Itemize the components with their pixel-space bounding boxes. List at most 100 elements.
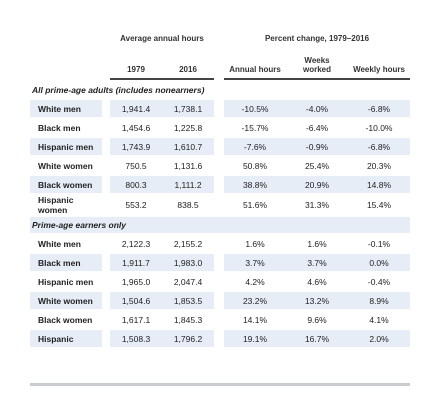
row-label: Black men bbox=[30, 254, 102, 271]
data-row: White men 1,941.4 1,738.1 -10.5% -4.0% -6.8% bbox=[30, 100, 411, 117]
column-header: Weeks worked bbox=[286, 48, 349, 80]
section-title: All prime-age adults (includes nonearner… bbox=[32, 85, 205, 95]
cell: 38.8% bbox=[224, 176, 287, 193]
cell: 0.0% bbox=[348, 254, 411, 271]
cell: 2,155.2 bbox=[173, 238, 203, 249]
cell: 15.4% bbox=[366, 200, 392, 210]
spacer bbox=[102, 195, 110, 215]
cell: 31.3% bbox=[304, 200, 330, 210]
cell: -0.1% bbox=[367, 238, 391, 249]
column-header: 1979 bbox=[110, 48, 162, 80]
spacer bbox=[102, 138, 110, 155]
data-row: Black women 800.3 1,111.2 38.8% 20.9% 14.8% bbox=[30, 176, 411, 193]
spacer bbox=[214, 100, 224, 117]
cell: -15.7% bbox=[241, 122, 269, 133]
spacer bbox=[214, 119, 224, 136]
spacer bbox=[214, 254, 224, 271]
row-label: Black men bbox=[38, 122, 81, 133]
row-label: White women bbox=[30, 292, 102, 309]
data-row: Hispanic women 553.2 838.5 51.6% 31.3% 15.4% bbox=[30, 195, 410, 215]
spacer bbox=[102, 100, 110, 117]
cell: 750.5 bbox=[125, 160, 147, 171]
data-row: Black men 1,454.6 1,225.8 -15.7% -6.4% -10.0% bbox=[30, 119, 410, 136]
cell: 2,122.3 bbox=[121, 238, 151, 249]
row-label: White men bbox=[38, 238, 81, 249]
cell: 1,131.6 bbox=[173, 160, 203, 171]
row-label: Hispanic bbox=[30, 330, 102, 347]
cell: 23.2% bbox=[224, 292, 287, 309]
cell: 51.6% bbox=[242, 200, 268, 210]
cell: -10.0% bbox=[365, 122, 393, 133]
cell: -6.4% bbox=[305, 122, 329, 133]
spacer bbox=[30, 30, 102, 46]
cell: 553.2 bbox=[125, 200, 147, 210]
cell: 8.9% bbox=[348, 292, 411, 309]
cell: 4.6% bbox=[307, 276, 327, 287]
row-label: Black women bbox=[30, 176, 102, 193]
data-row: Hispanic 1,508.3 1,796.2 19.1% 16.7% 2.0% bbox=[30, 330, 411, 347]
data-row: White men 2,122.3 2,155.2 1.6% 1.6% -0.1% bbox=[30, 235, 410, 252]
cell: 838.5 bbox=[177, 200, 199, 210]
cell: 14.8% bbox=[348, 176, 411, 193]
cell: -0.4% bbox=[367, 276, 391, 287]
cell: 1,454.6 bbox=[121, 122, 151, 133]
data-row: Hispanic men 1,743.9 1,610.7 -7.6% -0.9% -6.8… bbox=[30, 138, 411, 155]
cell: 2.0% bbox=[348, 330, 411, 347]
cell: 1,845.3 bbox=[173, 314, 203, 325]
cell: 1,111.2 bbox=[162, 176, 215, 193]
column-header: Annual hours bbox=[224, 48, 287, 80]
cell: -6.8% bbox=[348, 100, 411, 117]
section-title: Prime-age earners only bbox=[30, 217, 411, 233]
spacer bbox=[102, 311, 110, 328]
row-label: Hispanic women bbox=[38, 195, 74, 215]
cell: 25.4% bbox=[304, 160, 330, 171]
spacer bbox=[214, 176, 224, 193]
cell: 2,047.4 bbox=[173, 276, 203, 287]
cell: 13.2% bbox=[286, 292, 349, 309]
cell: 1,796.2 bbox=[162, 330, 215, 347]
cell: -0.9% bbox=[286, 138, 349, 155]
column-header: Weekly hours bbox=[348, 48, 411, 80]
cell: 1,508.3 bbox=[110, 330, 162, 347]
cell: 19.1% bbox=[224, 330, 287, 347]
row-label: White women bbox=[38, 160, 93, 171]
table-body: All prime-age adults (includes nonearner… bbox=[30, 82, 411, 347]
data-row: White women 750.5 1,131.6 50.8% 25.4% 20.3% bbox=[30, 157, 410, 174]
spacer bbox=[214, 195, 224, 215]
spacer bbox=[102, 292, 110, 309]
cell: 1,610.7 bbox=[162, 138, 215, 155]
spacer bbox=[214, 311, 224, 328]
cell: 1.6% bbox=[307, 238, 327, 249]
cell: -10.5% bbox=[224, 100, 287, 117]
column-header: 2016 bbox=[162, 48, 215, 80]
scroll-bar bbox=[30, 383, 410, 386]
spacer bbox=[214, 138, 224, 155]
cell: 9.6% bbox=[307, 314, 327, 325]
cell: 3.7% bbox=[224, 254, 287, 271]
cell: 16.7% bbox=[286, 330, 349, 347]
cell: 1,853.5 bbox=[162, 292, 215, 309]
cell: 4.1% bbox=[369, 314, 389, 325]
data-row: Black women 1,617.1 1,845.3 14.1% 9.6% 4.1% bbox=[30, 311, 410, 328]
section-row: All prime-age adults (includes nonearner… bbox=[30, 82, 410, 98]
data-row: Black men 1,911.7 1,983.0 3.7% 3.7% 0.0% bbox=[30, 254, 411, 271]
row-label: Hispanic men bbox=[30, 138, 102, 155]
cell: 1,911.7 bbox=[110, 254, 162, 271]
group-header: Percent change, 1979–2016 bbox=[264, 33, 370, 43]
spacer bbox=[102, 330, 110, 347]
cell: 4.2% bbox=[245, 276, 265, 287]
spacer bbox=[102, 254, 110, 271]
cell: 1,225.8 bbox=[173, 122, 203, 133]
spacer bbox=[102, 157, 110, 174]
cell: 3.7% bbox=[286, 254, 349, 271]
cell: 14.1% bbox=[242, 314, 268, 325]
cell: 1,743.9 bbox=[110, 138, 162, 155]
cell: 1,965.0 bbox=[121, 276, 151, 287]
cell: -4.0% bbox=[286, 100, 349, 117]
row-label: Black women bbox=[38, 314, 93, 325]
cell: 800.3 bbox=[110, 176, 162, 193]
data-row: White women 1,504.6 1,853.5 23.2% 13.2% 8.9% bbox=[30, 292, 411, 309]
row-label: White men bbox=[30, 100, 102, 117]
cell: 1,617.1 bbox=[121, 314, 151, 325]
